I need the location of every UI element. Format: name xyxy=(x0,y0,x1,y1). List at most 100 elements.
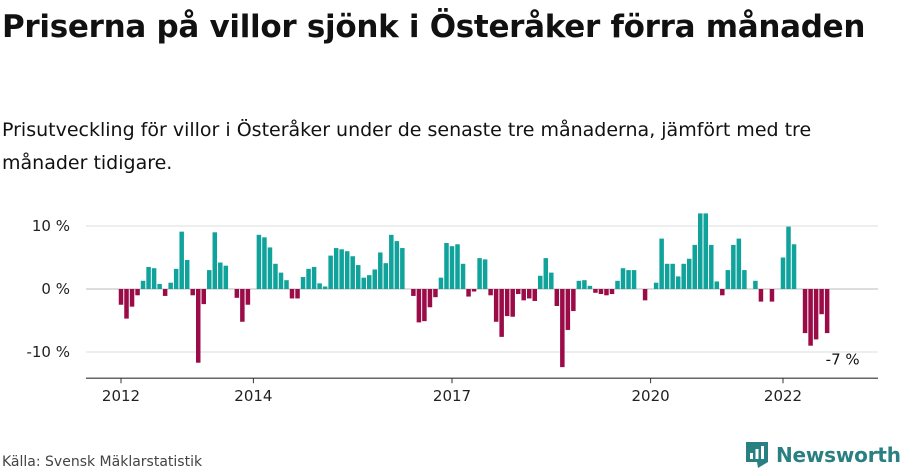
bar xyxy=(355,265,361,289)
bar xyxy=(322,286,328,289)
bar xyxy=(659,238,664,289)
bar xyxy=(372,269,378,289)
chart-title: Priserna på villor sjönk i Österåker för… xyxy=(2,9,866,45)
bar xyxy=(129,289,135,307)
bar xyxy=(709,244,714,289)
bar xyxy=(207,270,212,289)
bar xyxy=(278,272,284,289)
bar xyxy=(184,260,190,289)
bar xyxy=(218,262,223,289)
bar xyxy=(438,277,444,289)
bar xyxy=(692,244,697,289)
bar xyxy=(118,289,124,305)
bar xyxy=(493,289,499,322)
y-tick-label: 0 % xyxy=(41,280,70,298)
bar xyxy=(626,270,631,289)
bar xyxy=(311,266,317,289)
bar xyxy=(328,255,333,289)
bar xyxy=(422,289,427,322)
bar xyxy=(411,289,416,296)
bar xyxy=(631,270,637,289)
bar xyxy=(367,275,372,289)
bar xyxy=(162,289,168,296)
bar xyxy=(394,241,400,289)
x-tick-label: 2022 xyxy=(764,387,802,405)
bar xyxy=(565,289,571,330)
bar xyxy=(609,289,615,295)
x-tick-label: 2012 xyxy=(102,387,140,405)
bar xyxy=(725,270,731,289)
bar xyxy=(289,289,295,299)
bar xyxy=(466,289,471,297)
bar xyxy=(769,289,775,302)
bars xyxy=(118,213,830,368)
bar xyxy=(686,258,692,289)
bar xyxy=(576,280,582,289)
bar xyxy=(593,289,598,293)
bar xyxy=(587,285,593,289)
bar xyxy=(488,289,493,296)
bar xyxy=(532,289,537,301)
bar-chart: 2012 2014 2017 2020 2022 10 % 0 % -10 % -7 % xyxy=(26,213,878,405)
bar xyxy=(378,252,383,289)
bar xyxy=(427,289,433,308)
bar xyxy=(813,289,819,340)
bar xyxy=(201,289,206,305)
bar xyxy=(256,234,262,289)
bar xyxy=(554,289,560,307)
bar xyxy=(482,259,488,289)
bar xyxy=(284,280,289,289)
bar xyxy=(604,289,609,296)
bar xyxy=(670,263,675,289)
y-ticks: 10 % 0 % -10 % xyxy=(26,217,70,361)
x-tick-label: 2014 xyxy=(234,387,272,405)
bar xyxy=(615,280,620,289)
bar xyxy=(681,263,686,289)
bar xyxy=(526,289,532,299)
bar xyxy=(521,289,526,301)
brand-name: Newsworthy xyxy=(776,443,900,467)
bar xyxy=(675,276,681,289)
source-note: Källa: Svensk Mäklarstatistik xyxy=(2,454,203,470)
bar xyxy=(179,231,184,289)
bar xyxy=(223,265,229,289)
x-tick-label: 2020 xyxy=(632,387,670,405)
bar xyxy=(543,258,549,289)
y-tick-label: -10 % xyxy=(26,343,70,361)
bar xyxy=(262,237,267,289)
bar xyxy=(780,257,786,289)
bar xyxy=(240,289,245,322)
bar xyxy=(731,244,736,289)
bar xyxy=(173,268,179,289)
bar xyxy=(515,289,521,295)
bar xyxy=(582,280,587,289)
brand-logo[interactable]: Newsworthy xyxy=(744,440,900,470)
x-tick-label: 2017 xyxy=(433,387,471,405)
bar xyxy=(124,289,129,319)
bar xyxy=(350,256,355,289)
bar xyxy=(808,289,813,346)
bar xyxy=(151,268,157,289)
bar xyxy=(168,282,173,289)
bar xyxy=(504,289,510,317)
bar xyxy=(306,268,311,289)
bar xyxy=(300,277,306,289)
bar xyxy=(273,263,278,289)
bar xyxy=(742,270,747,289)
bar xyxy=(245,289,251,305)
bar xyxy=(317,283,322,289)
bar xyxy=(720,289,725,296)
bar xyxy=(416,289,422,323)
bar xyxy=(146,266,151,289)
bar xyxy=(135,289,140,296)
bar xyxy=(444,243,449,289)
newsworthy-logo-icon xyxy=(746,442,768,468)
bar xyxy=(802,289,808,334)
x-ticks: 2012 2014 2017 2020 2022 xyxy=(102,378,802,405)
bar xyxy=(703,213,709,289)
bar xyxy=(212,232,218,289)
bar xyxy=(449,246,455,289)
bar xyxy=(471,289,477,292)
bar xyxy=(549,272,554,289)
bar xyxy=(400,248,405,289)
